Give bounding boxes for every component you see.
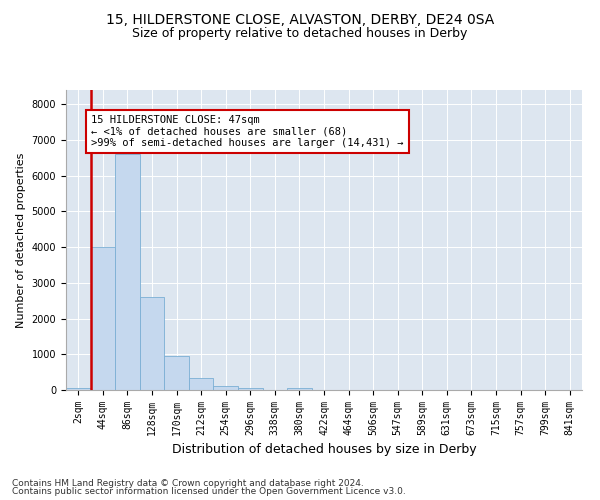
Bar [66, 388, 91, 390]
Text: Contains HM Land Registry data © Crown copyright and database right 2024.: Contains HM Land Registry data © Crown c… [12, 478, 364, 488]
Bar [287, 388, 312, 390]
Bar [91, 247, 115, 390]
Bar [164, 356, 189, 390]
X-axis label: Distribution of detached houses by size in Derby: Distribution of detached houses by size … [172, 444, 476, 456]
Text: 15 HILDERSTONE CLOSE: 47sqm
← <1% of detached houses are smaller (68)
>99% of se: 15 HILDERSTONE CLOSE: 47sqm ← <1% of det… [91, 115, 404, 148]
Bar [115, 154, 140, 390]
Y-axis label: Number of detached properties: Number of detached properties [16, 152, 26, 328]
Bar [238, 388, 263, 390]
Text: Size of property relative to detached houses in Derby: Size of property relative to detached ho… [133, 28, 467, 40]
Text: Contains public sector information licensed under the Open Government Licence v3: Contains public sector information licen… [12, 487, 406, 496]
Bar [140, 297, 164, 390]
Text: 15, HILDERSTONE CLOSE, ALVASTON, DERBY, DE24 0SA: 15, HILDERSTONE CLOSE, ALVASTON, DERBY, … [106, 12, 494, 26]
Bar [214, 386, 238, 390]
Bar [189, 378, 214, 390]
